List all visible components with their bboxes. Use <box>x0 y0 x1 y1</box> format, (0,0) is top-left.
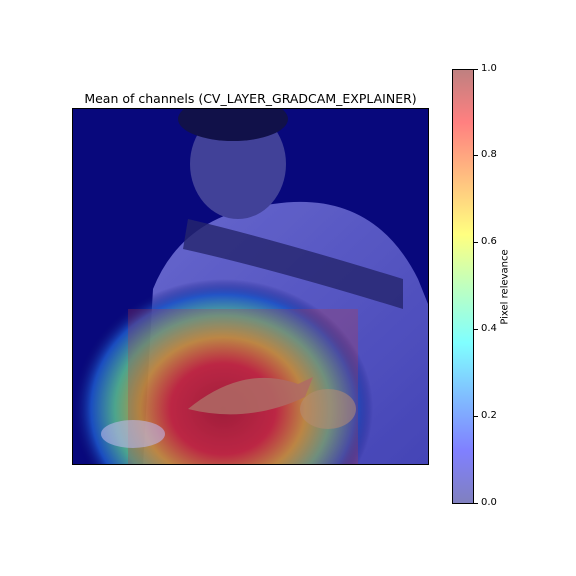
colorbar-tick <box>474 503 478 504</box>
colorbar-label: Pixel relevance <box>500 249 511 324</box>
colorbar-tick-label: 0.2 <box>481 410 497 422</box>
colorbar-tick <box>474 416 478 417</box>
colorbar <box>452 69 474 504</box>
colorbar-tick <box>474 329 478 330</box>
colorbar-tick-label: 0.4 <box>481 323 497 335</box>
colorbar-tick <box>474 155 478 156</box>
chart-title: Mean of channels (CV_LAYER_GRADCAM_EXPLA… <box>72 91 429 106</box>
colorbar-gradient <box>453 70 473 503</box>
colorbar-tick-label: 0.0 <box>481 497 497 509</box>
colorbar-tick <box>474 69 478 70</box>
colorbar-tick <box>474 242 478 243</box>
colorbar-tick-label: 1.0 <box>481 63 497 75</box>
colorbar-tick-label: 0.8 <box>481 149 497 161</box>
overlay-wash <box>73 109 429 465</box>
heatmap-image <box>72 108 429 465</box>
colorbar-tick-label: 0.6 <box>481 236 497 248</box>
